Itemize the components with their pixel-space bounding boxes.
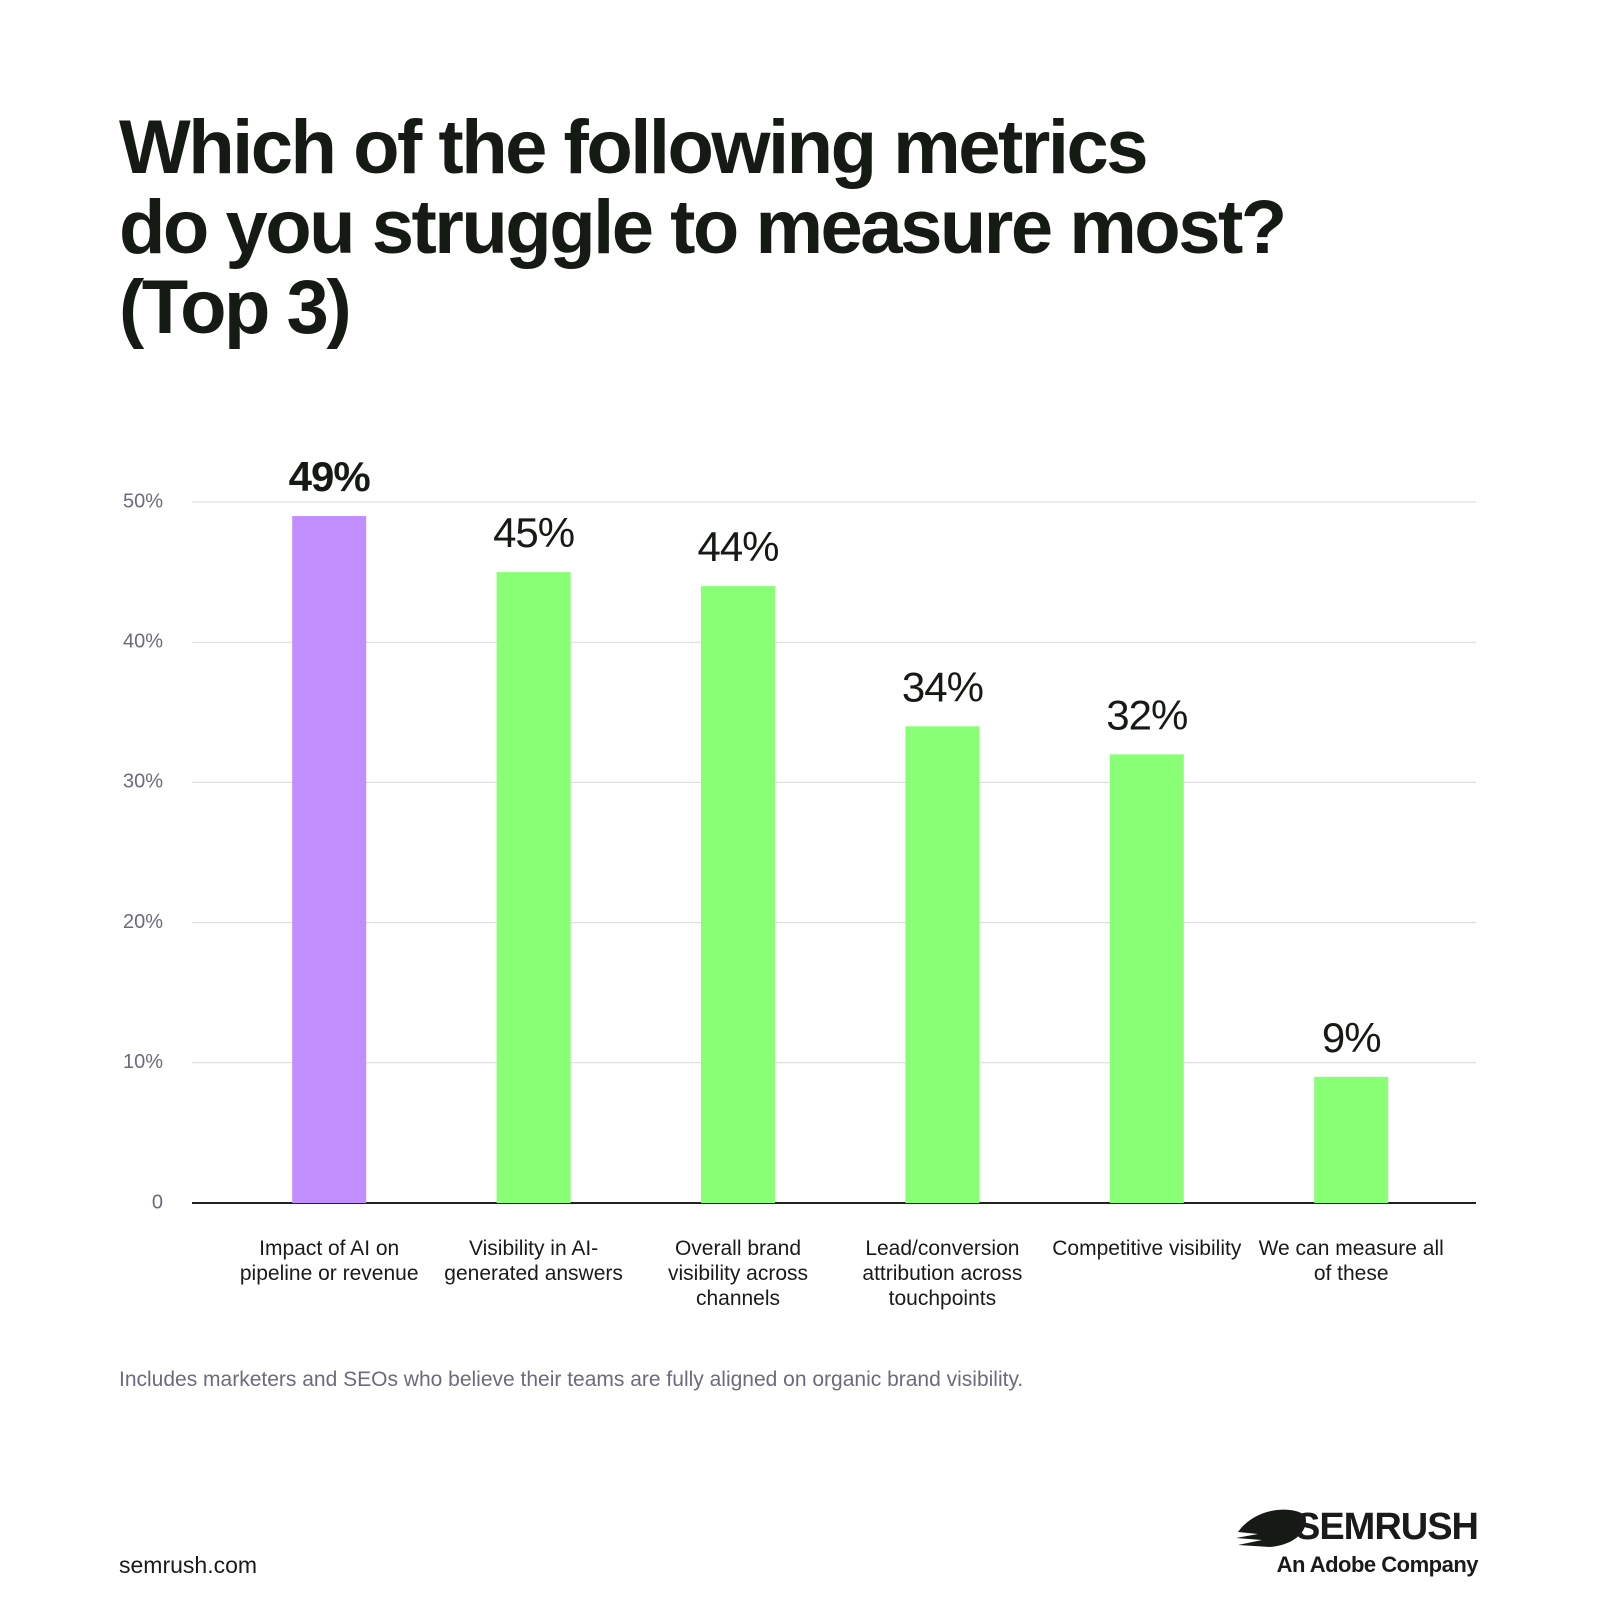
x-tick-label: Competitive visibility (1052, 1237, 1242, 1260)
source: semrush.com (119, 1552, 258, 1578)
y-tick-label: 10% (123, 1051, 163, 1073)
y-tick-label: 40% (123, 630, 163, 652)
value-label: 9% (1322, 1014, 1381, 1061)
x-tick-label: We can measure all of these (1258, 1237, 1444, 1285)
bar (292, 516, 367, 1203)
bar (701, 586, 775, 1203)
y-tick-label: 30% (123, 771, 163, 793)
value-label: 32% (1106, 691, 1187, 738)
chart-title: Which of the following metrics do you st… (119, 105, 1287, 350)
bar (1109, 754, 1184, 1203)
y-tick-label: 50% (123, 490, 163, 512)
brand-icon (1236, 1509, 1306, 1547)
bar (496, 572, 571, 1203)
bar (905, 726, 980, 1203)
x-tick-label: Visibility in AI-generated answers (444, 1237, 623, 1285)
value-label: 34% (902, 663, 983, 710)
x-tick-label: Overall brand visibility across channels (667, 1237, 809, 1310)
brand-tagline: An Adobe Company (1276, 1552, 1479, 1577)
value-label: 44% (697, 523, 778, 570)
value-label: 49% (289, 453, 371, 500)
x-tick-label: Lead/conversion attribution across touch… (862, 1237, 1023, 1310)
value-label: 45% (493, 509, 574, 556)
brand: SEMRUSH (1294, 1506, 1479, 1548)
x-tick-label: Impact of AI on pipeline or revenue (239, 1237, 419, 1285)
y-tick-label: 0 (152, 1191, 163, 1213)
footnote: Includes marketers and SEOs who believe … (119, 1368, 1024, 1391)
y-tick-label: 20% (123, 911, 163, 933)
bar (1314, 1076, 1389, 1203)
